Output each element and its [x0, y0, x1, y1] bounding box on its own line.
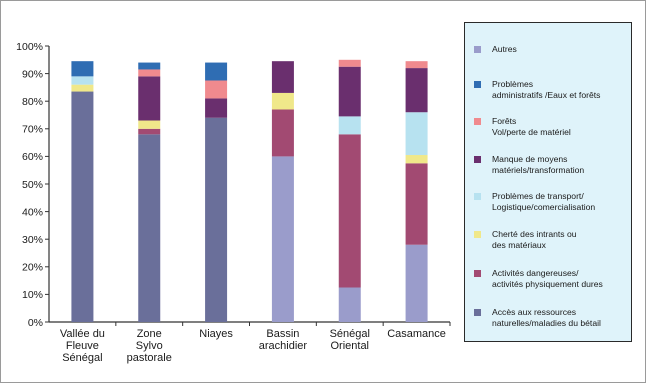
y-tick-label: 90%: [22, 68, 43, 80]
bar-segment: [138, 120, 161, 129]
bar-segment: [71, 84, 94, 92]
legend-label: Manque de moyens matériels/transformation: [492, 154, 585, 175]
y-tick-label: 50%: [22, 179, 43, 191]
y-tick-label: 100%: [16, 41, 43, 53]
bar-segment: [205, 117, 228, 322]
bar-segment: [405, 61, 428, 69]
bar-segment: [271, 109, 294, 157]
chart-legend: Autres Problèmes administratifs /Eaux et f…: [464, 22, 632, 342]
bar-segment: [205, 80, 228, 99]
legend-swatch: [474, 309, 481, 316]
x-category-label: Sénégal Oriental: [330, 328, 370, 352]
bar-segment: [71, 61, 94, 77]
legend-label: Forêts Vol/perte de matériel: [492, 116, 571, 137]
bar-segment: [405, 244, 428, 322]
bar-segment: [405, 163, 428, 245]
legend-label: Activités dangereuses/activités physique…: [492, 268, 603, 289]
bar-segment: [271, 61, 294, 93]
bar-segment: [405, 155, 428, 164]
bar-segment: [138, 62, 161, 70]
y-tick-label: 20%: [22, 262, 43, 274]
legend-swatch: [474, 156, 481, 163]
legend-label: Accès aux ressources naturelles/maladies …: [492, 307, 601, 328]
bar-segment: [71, 91, 94, 322]
legend-label: Problèmes administratifs /Eaux et forêts: [492, 79, 601, 100]
legend-label: Cherté des intrants ou des matériaux: [492, 229, 577, 250]
y-tick-label: 80%: [22, 96, 43, 108]
bar-segment: [338, 134, 361, 288]
legend-swatch: [474, 193, 481, 200]
x-category-label: Casamance: [387, 328, 446, 340]
y-tick-label: 60%: [22, 151, 43, 163]
legend-label: Problèmes de transport/Logistique/comerc…: [492, 191, 596, 212]
y-tick-label: 30%: [22, 234, 43, 246]
bar-segment: [338, 66, 361, 117]
legend-label: Autres: [492, 44, 517, 54]
legend-swatch: [474, 81, 481, 88]
bar-segment: [205, 98, 228, 118]
bar-segment: [405, 68, 428, 113]
bar-segment: [71, 76, 94, 85]
x-category-label: Niayes: [199, 328, 233, 340]
y-tick-label: 40%: [22, 206, 43, 218]
legend-swatch: [474, 118, 481, 125]
x-category-label: Vallée du Fleuve Sénégal: [60, 328, 105, 364]
bar-segment: [138, 128, 161, 135]
y-tick-label: 70%: [22, 124, 43, 136]
bar-segment: [338, 116, 361, 135]
legend-swatch: [474, 270, 481, 277]
bar-segment: [405, 112, 428, 156]
y-tick-label: 10%: [22, 289, 43, 301]
bar-segment: [138, 76, 161, 121]
bar-segment: [205, 62, 228, 81]
bar-segment: [271, 92, 294, 110]
x-category-label: Zone Sylvo pastorale: [127, 328, 172, 364]
legend-swatch: [474, 46, 481, 53]
bar-segment: [338, 287, 361, 322]
legend-swatch: [474, 231, 481, 238]
bar-segment: [338, 59, 361, 67]
bar-segment: [138, 134, 161, 322]
bar-segment: [138, 69, 161, 77]
bar-segment: [271, 156, 294, 322]
y-tick-label: 0%: [28, 317, 43, 329]
x-category-label: Bassin arachidier: [259, 328, 308, 352]
